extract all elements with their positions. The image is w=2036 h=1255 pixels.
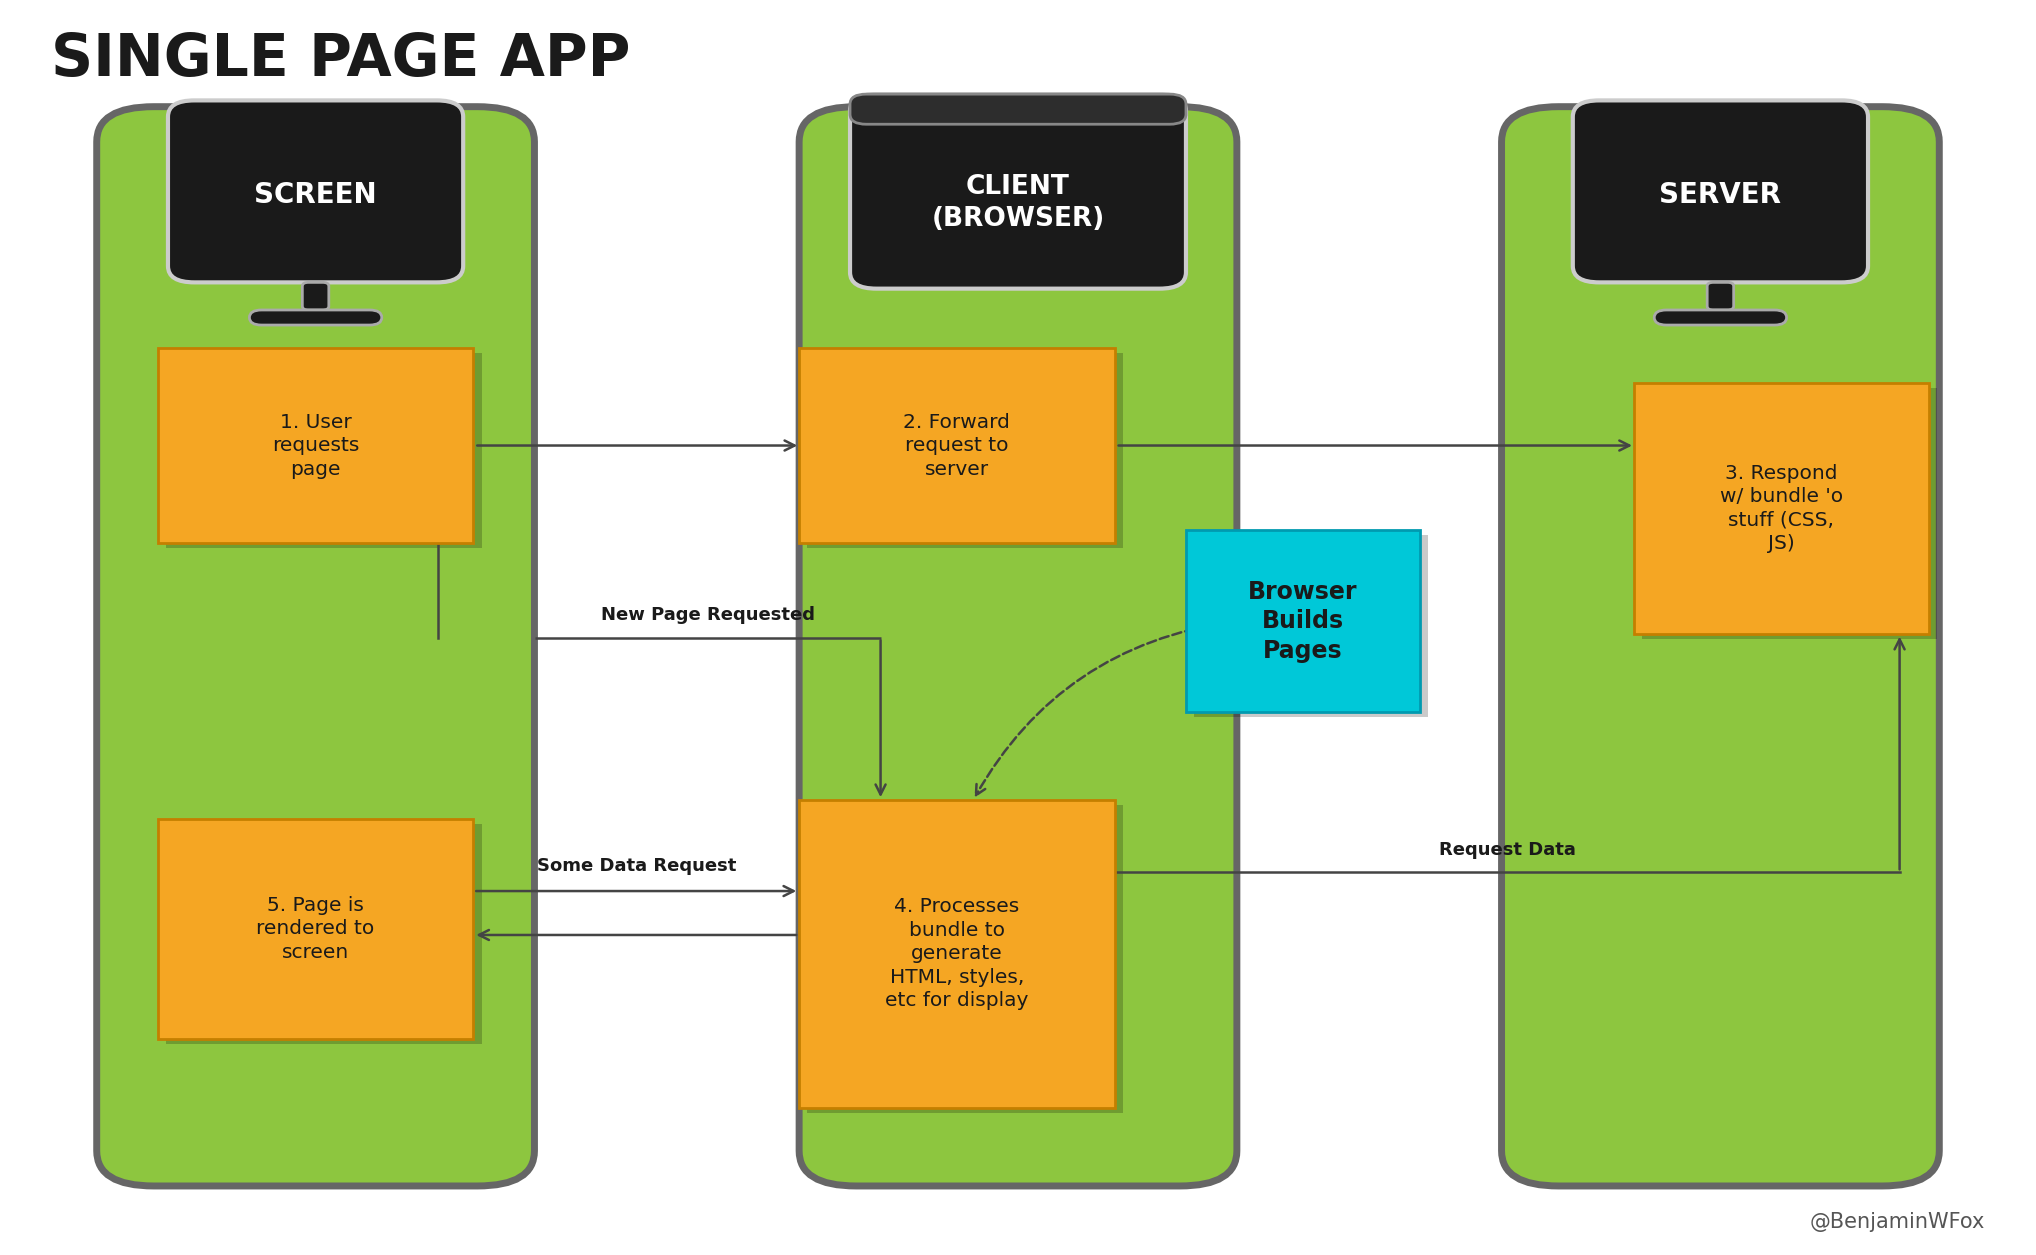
Text: 3. Respond
w/ bundle 'o
stuff (CSS,
JS): 3. Respond w/ bundle 'o stuff (CSS, JS) xyxy=(1720,463,1843,553)
FancyBboxPatch shape xyxy=(98,107,533,1186)
FancyBboxPatch shape xyxy=(159,349,472,543)
FancyBboxPatch shape xyxy=(851,94,1185,289)
FancyBboxPatch shape xyxy=(1641,388,1938,639)
FancyBboxPatch shape xyxy=(1633,383,1930,634)
FancyBboxPatch shape xyxy=(1572,100,1867,282)
FancyBboxPatch shape xyxy=(806,354,1124,548)
Text: 4. Processes
bundle to
generate
HTML, styles,
etc for display: 4. Processes bundle to generate HTML, st… xyxy=(886,897,1028,1010)
Text: Request Data: Request Data xyxy=(1439,841,1576,858)
Text: 1. User
requests
page: 1. User requests page xyxy=(273,413,358,478)
FancyBboxPatch shape xyxy=(798,801,1116,1108)
FancyBboxPatch shape xyxy=(798,107,1238,1186)
Text: @BenjaminWFox: @BenjaminWFox xyxy=(1810,1212,1985,1232)
Text: SERVER: SERVER xyxy=(1659,181,1782,210)
FancyBboxPatch shape xyxy=(851,94,1185,124)
Text: 5. Page is
rendered to
screen: 5. Page is rendered to screen xyxy=(257,896,375,961)
Text: CLIENT
(BROWSER): CLIENT (BROWSER) xyxy=(930,174,1106,232)
FancyBboxPatch shape xyxy=(167,354,480,548)
FancyBboxPatch shape xyxy=(167,825,480,1044)
FancyBboxPatch shape xyxy=(1501,107,1938,1186)
Text: Browser
Builds
Pages: Browser Builds Pages xyxy=(1248,580,1358,663)
FancyBboxPatch shape xyxy=(806,806,1124,1113)
Text: SCREEN: SCREEN xyxy=(254,181,377,210)
FancyBboxPatch shape xyxy=(1706,282,1733,310)
FancyBboxPatch shape xyxy=(167,100,462,282)
Text: 2. Forward
request to
server: 2. Forward request to server xyxy=(904,413,1010,478)
Text: New Page Requested: New Page Requested xyxy=(601,606,814,624)
FancyBboxPatch shape xyxy=(1653,310,1788,325)
Text: SINGLE PAGE APP: SINGLE PAGE APP xyxy=(51,31,631,88)
Text: Some Data Request: Some Data Request xyxy=(538,857,735,875)
FancyBboxPatch shape xyxy=(1185,530,1421,713)
FancyBboxPatch shape xyxy=(301,282,330,310)
FancyBboxPatch shape xyxy=(798,349,1116,543)
FancyBboxPatch shape xyxy=(159,820,472,1039)
FancyBboxPatch shape xyxy=(248,310,383,325)
FancyBboxPatch shape xyxy=(1193,536,1429,718)
